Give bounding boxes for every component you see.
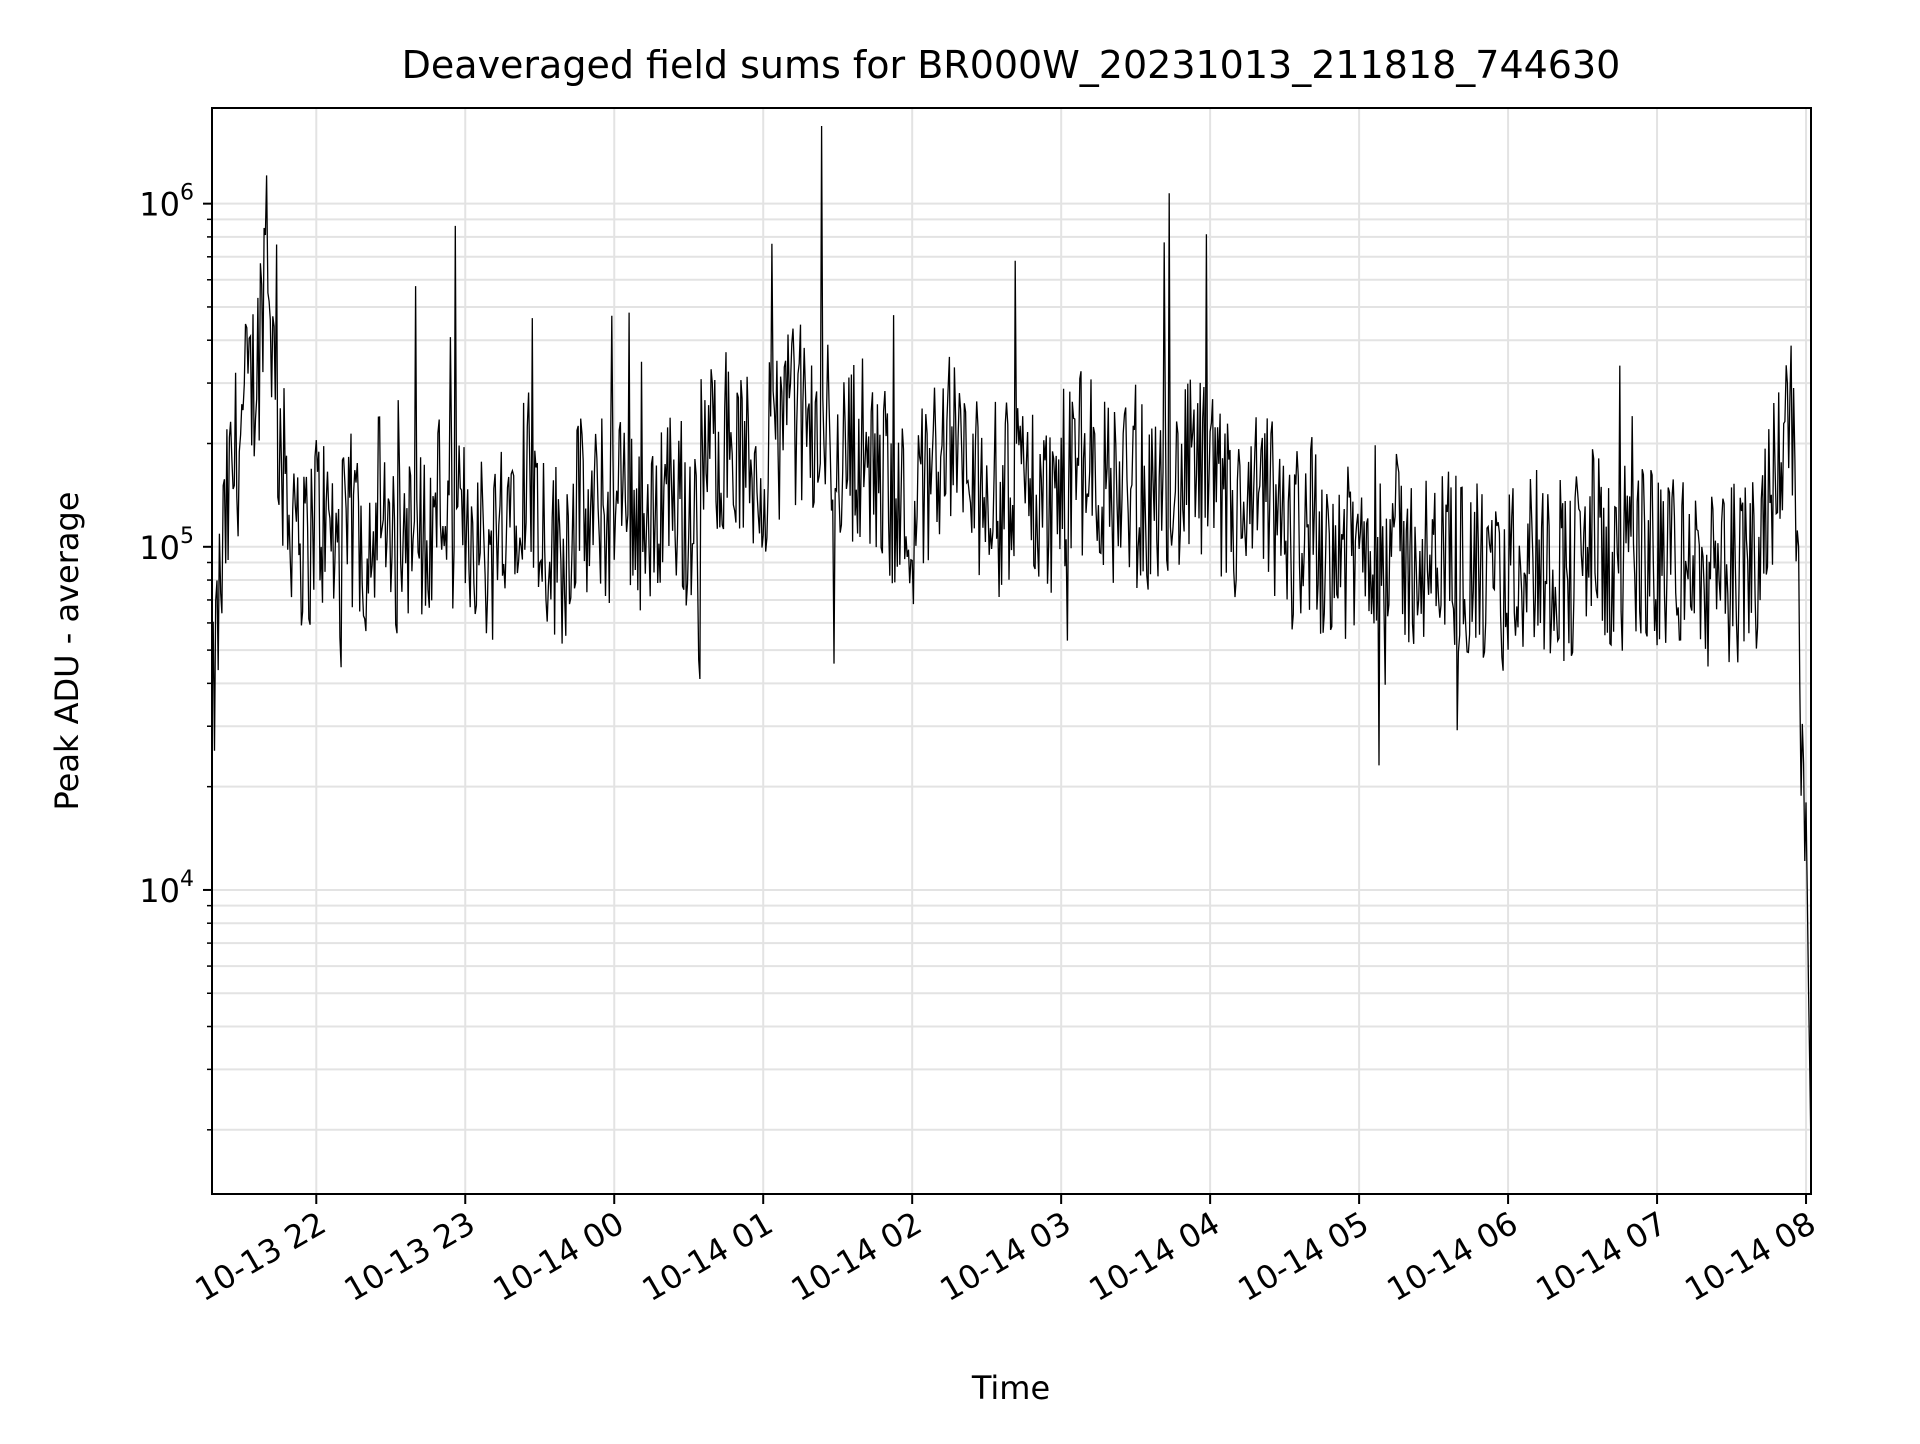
y-tick-label: 104: [139, 867, 194, 910]
x-axis-label: Time: [971, 1369, 1050, 1407]
series-line: [211, 125, 1812, 1155]
y-tick-label: 105: [139, 524, 194, 567]
x-tick-label: 10-14 05: [1232, 1204, 1376, 1309]
x-tick-label: 10-13 22: [189, 1204, 333, 1309]
plot-frame: [211, 107, 1812, 1195]
x-axis-ticks: 10-13 22 10-13 23 10-14 00 10-14 01 10-14 02…: [189, 1194, 1822, 1309]
y-tick-label: 106: [139, 181, 194, 224]
x-tick-label: 10-14 00: [487, 1204, 631, 1309]
x-tick-label: 10-14 03: [934, 1204, 1078, 1309]
x-tick-label: 10-14 02: [785, 1204, 929, 1309]
x-tick-label: 10-14 04: [1083, 1204, 1227, 1309]
y-axis-label: Peak ADU - average: [48, 492, 86, 811]
x-tick-label: 10-14 07: [1529, 1204, 1673, 1309]
x-tick-label: 10-14 06: [1380, 1204, 1524, 1309]
x-tick-label: 10-14 08: [1678, 1204, 1822, 1309]
chart-title: Deaveraged field sums for BR000W_2023101…: [402, 43, 1621, 87]
x-tick-label: 10-14 01: [636, 1204, 780, 1309]
x-tick-label: 10-13 23: [338, 1204, 482, 1309]
series-group: [211, 125, 1812, 1155]
y-axis-ticks: 104 105 106: [139, 181, 212, 1131]
